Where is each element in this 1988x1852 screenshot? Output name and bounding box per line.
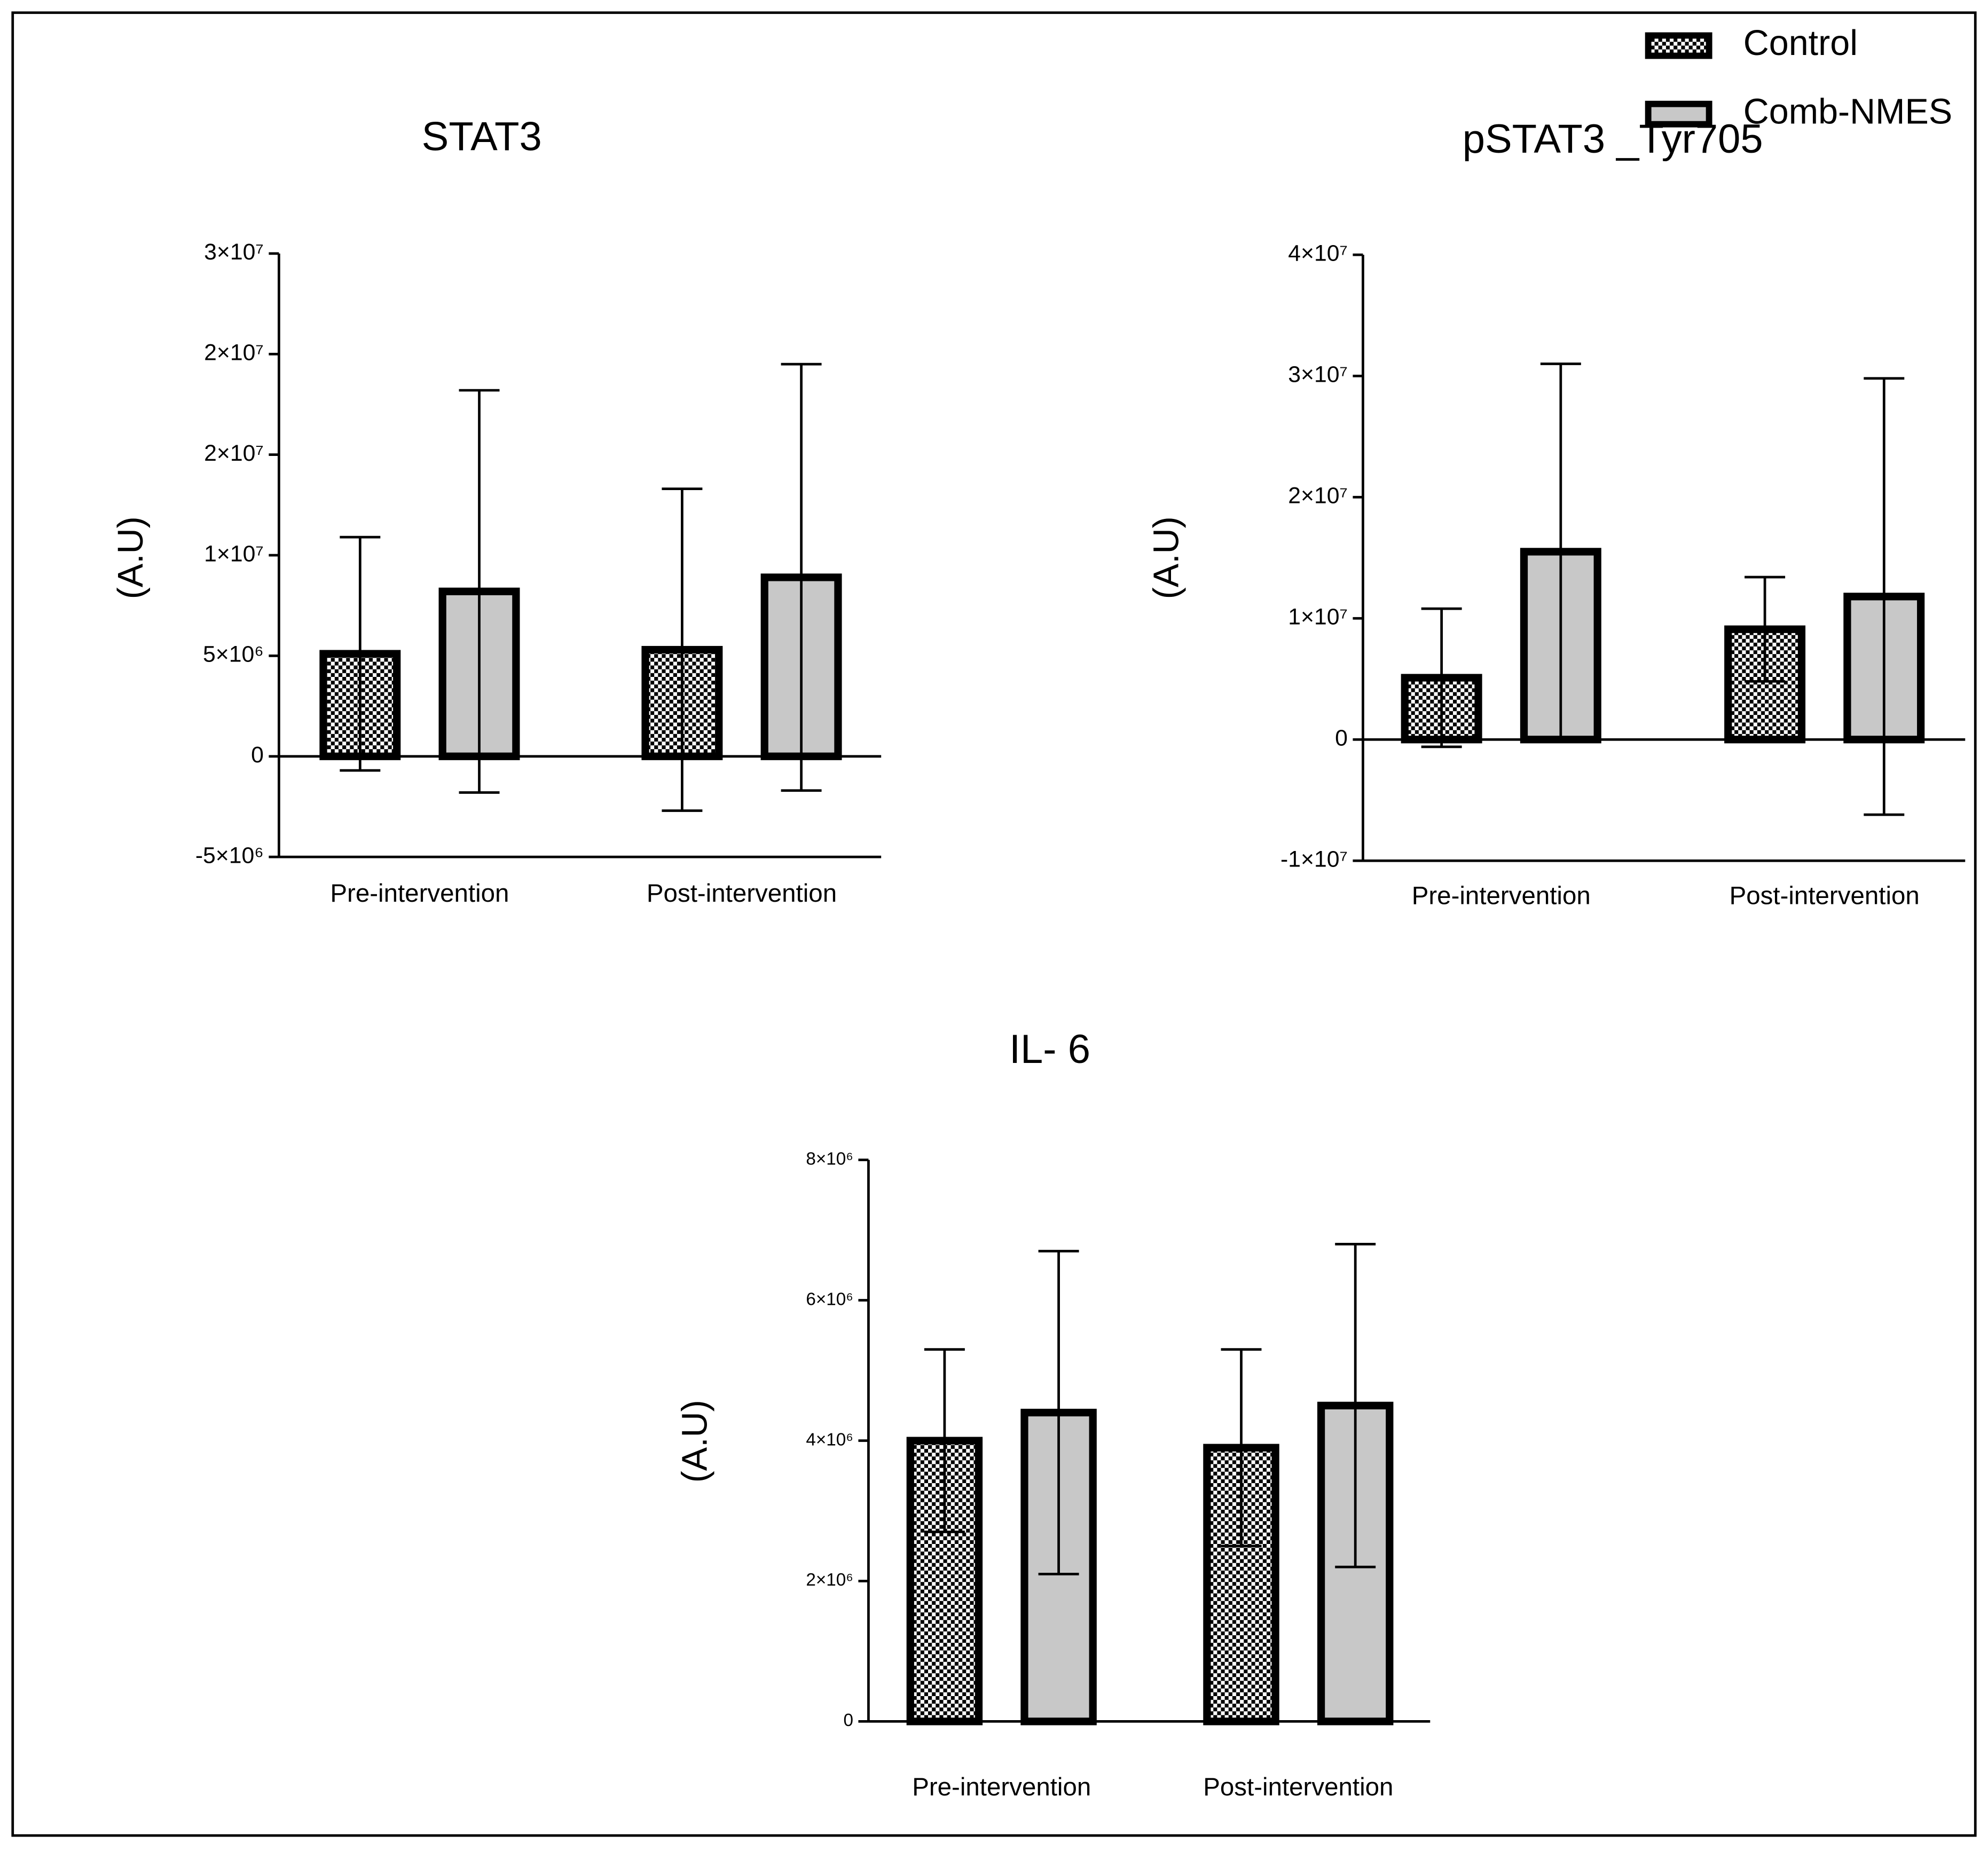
error-bar	[1221, 1348, 1262, 1548]
y-tick-label: 6×10⁶	[806, 1289, 853, 1309]
x-tick-label: Post-intervention	[1203, 1773, 1393, 1801]
y-axis-label: (A.U)	[1147, 516, 1186, 599]
chart-title: IL- 6	[1009, 1027, 1090, 1072]
chart-title: STAT3	[422, 114, 542, 159]
error-bar	[1421, 607, 1462, 748]
legend-swatch	[1645, 32, 1712, 59]
y-tick-label: -5×10⁶	[195, 842, 264, 868]
y-tick-label: 8×10⁶	[806, 1149, 853, 1169]
error-bar	[781, 362, 822, 792]
legend-label: Control	[1743, 23, 1858, 63]
error-bar	[1745, 576, 1786, 683]
y-tick-label: 2×10⁷	[204, 340, 264, 366]
y-tick-label: 0	[843, 1711, 853, 1730]
y-tick-label: 5×10⁶	[203, 642, 264, 667]
x-tick-label: Pre-intervention	[912, 1773, 1091, 1801]
x-tick-label: Pre-intervention	[330, 879, 509, 908]
y-tick-label: 4×10⁷	[1288, 241, 1348, 266]
y-tick-label: 1×10⁷	[1288, 604, 1348, 630]
y-axis-label: (A.U)	[675, 1400, 714, 1483]
y-tick-label: 2×10⁷	[204, 440, 264, 466]
error-bar	[1335, 1242, 1376, 1569]
y-tick-label: 2×10⁷	[1288, 483, 1348, 509]
frame	[11, 11, 1977, 1837]
y-tick-label: 3×10⁷	[204, 239, 264, 265]
error-bar	[924, 1348, 965, 1533]
x-tick-label: Pre-intervention	[1412, 882, 1591, 910]
x-tick-label: Post-intervention	[1730, 882, 1920, 910]
y-tick-label: 3×10⁷	[1288, 362, 1348, 388]
y-axis-label: (A.U)	[111, 516, 151, 599]
y-tick-label: 0	[251, 742, 264, 768]
legend-swatch	[1645, 100, 1712, 128]
legend-label: Comb-NMES	[1743, 92, 1952, 131]
error-bar	[340, 535, 381, 772]
error-bar	[1038, 1250, 1079, 1575]
x-tick-label: Post-intervention	[647, 879, 837, 908]
error-bar	[1864, 377, 1905, 816]
y-tick-label: 1×10⁷	[204, 541, 264, 566]
y-tick-label: 0	[1335, 726, 1348, 751]
error-bar	[459, 389, 500, 794]
y-tick-label: 4×10⁶	[806, 1430, 853, 1449]
y-tick-label: -1×10⁷	[1280, 846, 1348, 872]
chart-title: pSTAT3 _Tyr705	[1463, 116, 1763, 162]
y-tick-label: 2×10⁶	[806, 1570, 853, 1590]
